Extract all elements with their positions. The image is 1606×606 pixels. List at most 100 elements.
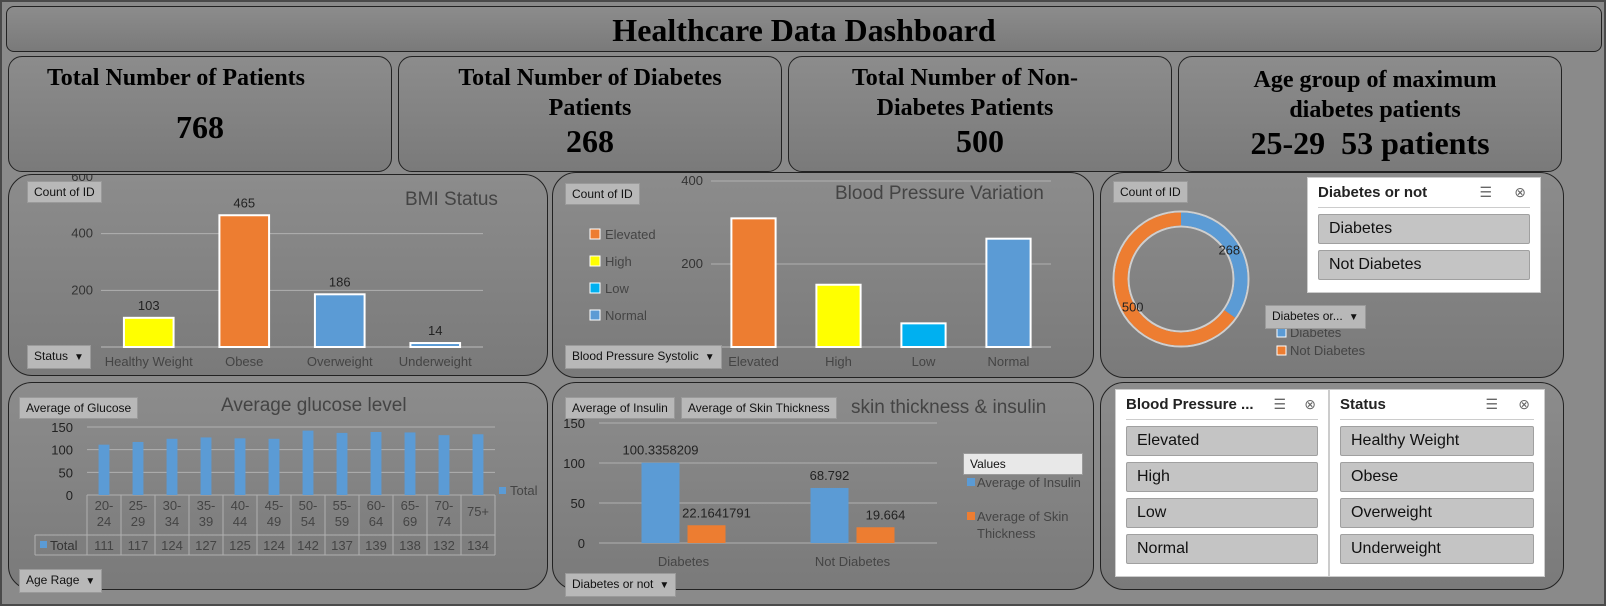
slice-label: 500 bbox=[1122, 299, 1144, 314]
data-label: 186 bbox=[329, 274, 351, 289]
x-tick-label: 69 bbox=[403, 514, 417, 529]
donut-legend-pill[interactable]: Diabetes or... ▼ bbox=[1265, 305, 1366, 329]
table-value: 125 bbox=[229, 538, 251, 553]
y-tick-label: 50 bbox=[571, 496, 585, 511]
slicer-item-diabetes[interactable]: Diabetes bbox=[1318, 214, 1530, 244]
bar bbox=[856, 527, 895, 543]
bar bbox=[313, 293, 366, 349]
donut-value-pill[interactable]: Count of ID bbox=[1113, 181, 1188, 203]
x-tick-label: 35- bbox=[197, 498, 216, 513]
slicer-item-not-diabetes[interactable]: Not Diabetes bbox=[1318, 250, 1530, 280]
legend-label: Total bbox=[510, 483, 538, 498]
x-tick-label: 20- bbox=[95, 498, 114, 513]
skin-legend-title: Values bbox=[963, 453, 1083, 475]
slicer-item-obese[interactable]: Obese bbox=[1340, 462, 1534, 492]
skin-value-pill[interactable]: Average of Skin Thickness bbox=[681, 397, 837, 419]
slicer-item-overweight[interactable]: Overweight bbox=[1340, 498, 1534, 528]
bar bbox=[472, 434, 484, 495]
bar bbox=[687, 525, 726, 543]
x-tick-label: Elevated bbox=[728, 354, 779, 369]
kpi-label: Age group of maximum diabetes patients bbox=[1253, 67, 1497, 123]
bar bbox=[218, 214, 271, 348]
kpi-label: Total Number of Diabetes Patients bbox=[458, 65, 722, 121]
legend-label: Not Diabetes bbox=[1290, 343, 1366, 358]
x-tick-label: Overweight bbox=[307, 354, 373, 369]
y-tick-label: 400 bbox=[681, 173, 703, 188]
glucose-chart-title: Average glucose level bbox=[221, 395, 407, 416]
table-value: 127 bbox=[195, 538, 217, 553]
glucose-value-pill[interactable]: Average of Glucose bbox=[19, 397, 139, 419]
y-tick-label: 100 bbox=[51, 443, 73, 458]
table-legend-swatch bbox=[40, 541, 47, 548]
bar bbox=[985, 237, 1032, 348]
skin-filter-label: Diabetes or not bbox=[572, 577, 654, 591]
multi-select-icon[interactable]: ☰ bbox=[1273, 396, 1286, 412]
skin-insulin-chart: 0 50 100 150 100.3358209 22.1641791 Diabetes 68… bbox=[563, 416, 1081, 569]
multi-select-icon[interactable]: ☰ bbox=[1479, 184, 1492, 200]
kpi-label: Total Number of Patients bbox=[47, 65, 305, 91]
data-label: 68.792 bbox=[810, 468, 850, 483]
x-tick-label: Diabetes bbox=[658, 554, 710, 569]
slicer-item-low[interactable]: Low bbox=[1126, 498, 1318, 528]
bar bbox=[815, 283, 862, 348]
slicer-item-normal[interactable]: Normal bbox=[1126, 534, 1318, 564]
skin-chart-title: skin thickness & insulin bbox=[851, 397, 1047, 418]
bmi-value-pill[interactable]: Count of ID bbox=[27, 181, 102, 203]
multi-select-icon[interactable]: ☰ bbox=[1485, 396, 1498, 412]
legend-label: Average of Skin bbox=[977, 509, 1069, 524]
bar bbox=[336, 432, 348, 495]
clear-filter-icon[interactable]: ⊗ bbox=[1304, 396, 1316, 412]
slicer-item-underweight[interactable]: Underweight bbox=[1340, 534, 1534, 564]
glucose-filter-label: Age Rage bbox=[26, 573, 80, 587]
x-tick-label: Normal bbox=[988, 354, 1030, 369]
bp-value-pill[interactable]: Count of ID bbox=[565, 183, 640, 205]
clear-filter-icon[interactable]: ⊗ bbox=[1518, 396, 1530, 412]
y-tick-label: 50 bbox=[59, 465, 73, 480]
bar bbox=[166, 438, 178, 495]
table-value: 139 bbox=[365, 538, 387, 553]
kpi-value: 500 bbox=[956, 123, 1004, 159]
data-label: 103 bbox=[138, 298, 160, 313]
slicer-item-elevated[interactable]: Elevated bbox=[1126, 426, 1318, 456]
bar bbox=[438, 435, 450, 495]
slice-label: 268 bbox=[1218, 243, 1240, 258]
bmi-chart-title: BMI Status bbox=[405, 189, 498, 210]
bar bbox=[641, 462, 680, 543]
x-tick-label: 74 bbox=[437, 514, 451, 529]
x-tick-label: 60- bbox=[367, 498, 386, 513]
insulin-value-pill[interactable]: Average of Insulin bbox=[565, 397, 675, 419]
legend-swatch bbox=[1276, 327, 1287, 338]
page-title: Healthcare Data Dashboard bbox=[612, 12, 996, 48]
skin-filter-pill[interactable]: Diabetes or not ▼ bbox=[565, 573, 677, 597]
bp-filter-pill[interactable]: Blood Pressure Systolic ▼ bbox=[565, 345, 722, 369]
x-tick-label: Underweight bbox=[399, 354, 472, 369]
x-tick-label: Low bbox=[912, 354, 936, 369]
x-tick-label: Healthy Weight bbox=[105, 354, 193, 369]
x-tick-label: 65- bbox=[401, 498, 420, 513]
y-tick-label: 150 bbox=[51, 420, 73, 435]
bmi-chart-panel: 200 400 103 Healthy Weight 465 Obese 186 Overwe… bbox=[8, 174, 548, 376]
slicer-item-healthy-weight[interactable]: Healthy Weight bbox=[1340, 426, 1534, 456]
bmi-filter-pill[interactable]: Status ▼ bbox=[27, 345, 91, 369]
bp-chart-panel: 200 400 Elevated High Low Normal Elevated High L… bbox=[552, 172, 1094, 378]
clear-filter-icon[interactable]: ⊗ bbox=[1514, 184, 1526, 200]
x-tick-label: 45- bbox=[265, 498, 284, 513]
legend-swatch bbox=[589, 228, 601, 240]
x-tick-label: 25- bbox=[129, 498, 148, 513]
x-tick-label: 75+ bbox=[467, 504, 489, 519]
legend-label: Normal bbox=[605, 308, 647, 323]
data-label: 19.664 bbox=[866, 507, 906, 522]
x-tick-label: 44 bbox=[233, 514, 247, 529]
x-tick-label: 30- bbox=[163, 498, 182, 513]
table-value: 137 bbox=[331, 538, 353, 553]
legend-swatch bbox=[589, 282, 601, 294]
bar bbox=[98, 444, 110, 495]
donut-outline bbox=[1112, 210, 1250, 348]
slicer-title: Diabetes or not bbox=[1318, 184, 1428, 201]
glucose-filter-pill[interactable]: Age Rage ▼ bbox=[19, 569, 103, 593]
y-tick-label: 200 bbox=[681, 256, 703, 271]
bmi-filter-label: Status bbox=[34, 349, 69, 363]
table-value: 142 bbox=[297, 538, 319, 553]
slicer-item-high[interactable]: High bbox=[1126, 462, 1318, 492]
